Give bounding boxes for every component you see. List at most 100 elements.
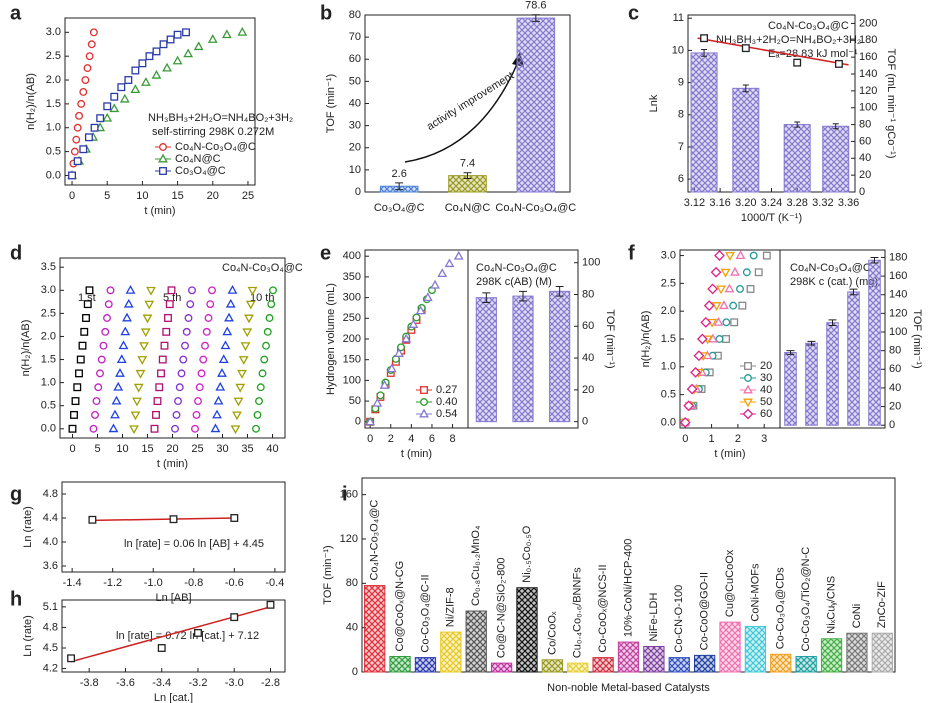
legend-label: 20 (760, 360, 772, 372)
marker (744, 374, 752, 382)
marker (262, 341, 270, 350)
marker (225, 298, 236, 308)
marker (245, 300, 256, 310)
marker (742, 268, 751, 277)
panel-label: h (10, 588, 22, 610)
marker (120, 326, 131, 336)
marker (713, 316, 724, 326)
marker (235, 383, 246, 393)
marker (116, 354, 127, 363)
marker (160, 341, 169, 350)
marker (703, 300, 715, 312)
marker (422, 292, 433, 302)
marker (247, 286, 258, 296)
marker (68, 171, 76, 180)
y-tick-label: 6 (678, 173, 684, 185)
marker (244, 314, 254, 324)
y-axis-label: TOF (min⁻¹) (325, 74, 337, 133)
marker (79, 88, 88, 96)
marker (144, 300, 155, 310)
y-tick-label: 160 (340, 489, 358, 501)
marker (266, 600, 275, 609)
marker (420, 386, 428, 394)
marker (683, 400, 695, 412)
legend-label: 0.54 (436, 408, 457, 420)
x-tick-label: 1 (709, 433, 715, 445)
bar (475, 297, 497, 423)
marker (102, 112, 113, 122)
legend-label: Co₄N-Co₃O₄@C (175, 141, 256, 153)
y-tick-label: 0 (859, 186, 865, 198)
marker (78, 341, 87, 350)
annotation: Co₄N-Co₃O₄@C (222, 262, 303, 274)
marker (122, 312, 132, 322)
x-tick-label: 15 (171, 190, 183, 202)
marker (408, 319, 419, 328)
bar (822, 125, 850, 193)
marker (834, 59, 843, 68)
bar (440, 631, 462, 673)
panel-label: e (320, 242, 331, 264)
bar (617, 641, 640, 673)
error-bar (482, 292, 491, 303)
error-bar (807, 340, 816, 346)
x-tick-label: 15 (141, 443, 153, 455)
marker (762, 251, 771, 260)
marker (195, 383, 204, 392)
x-tick-label: 3.12 (684, 197, 705, 209)
marker (253, 410, 262, 419)
y-tick-label: 20 (582, 384, 594, 396)
marker (735, 250, 746, 260)
x-tick-label: 3.24 (761, 197, 782, 209)
marker (365, 416, 376, 426)
x-tick-label: 3.32 (812, 197, 833, 209)
category-label: Co@C-N@SiO₂-800 (496, 558, 508, 659)
marker (221, 29, 232, 39)
annotation: NH₃BH₃+2H₂O=NH₄BO₂+3H₂ (148, 112, 293, 124)
marker (82, 314, 90, 322)
bar (516, 587, 538, 673)
legend-label: 50 (760, 396, 772, 408)
annotation: Co₄N-Co₃O₄@C (476, 262, 557, 274)
bar (549, 290, 571, 423)
marker (186, 300, 195, 309)
y-tick-label: 20 (349, 142, 361, 154)
x-tick-label: 2 (735, 433, 741, 445)
y-axis-label: Ln (rate) (22, 506, 34, 548)
y-tick-label: 4.5 (43, 642, 58, 654)
marker (437, 268, 448, 278)
y-axis-label: Lnk (648, 94, 660, 112)
y-tick-label: 100 (889, 326, 907, 338)
bar (592, 657, 614, 673)
marker (714, 250, 725, 261)
x-tick-label: -1.4 (63, 577, 82, 589)
bar (465, 610, 487, 673)
y-tick-label: 80 (859, 118, 871, 130)
marker (220, 340, 231, 350)
marker (208, 286, 216, 295)
marker (70, 410, 78, 419)
x-tick-label: 3.16 (709, 197, 730, 209)
bar (364, 585, 386, 673)
y-tick-label: 4.8 (43, 621, 58, 633)
x-tick-label: 5 (104, 190, 110, 202)
marker (96, 369, 104, 378)
marker (152, 47, 161, 56)
marker (87, 40, 96, 49)
marker (90, 123, 99, 132)
y-tick-label: 4.0 (43, 536, 58, 548)
bar (805, 342, 818, 426)
x-tick-label: -3.4 (152, 677, 171, 689)
y-axis-label: Hydrogen volume (mL) (325, 283, 337, 395)
marker (193, 41, 204, 51)
bar (784, 352, 797, 426)
marker (79, 145, 88, 154)
y-tick-label: 1.5 (46, 98, 61, 110)
x-tick-label: 25 (191, 443, 203, 455)
y-tick-label: 1.0 (661, 361, 676, 373)
marker (151, 69, 162, 79)
y-tick-label: 9 (678, 76, 684, 88)
x-tick-label: 30 (216, 443, 228, 455)
y-tick-label: 60 (349, 53, 361, 65)
